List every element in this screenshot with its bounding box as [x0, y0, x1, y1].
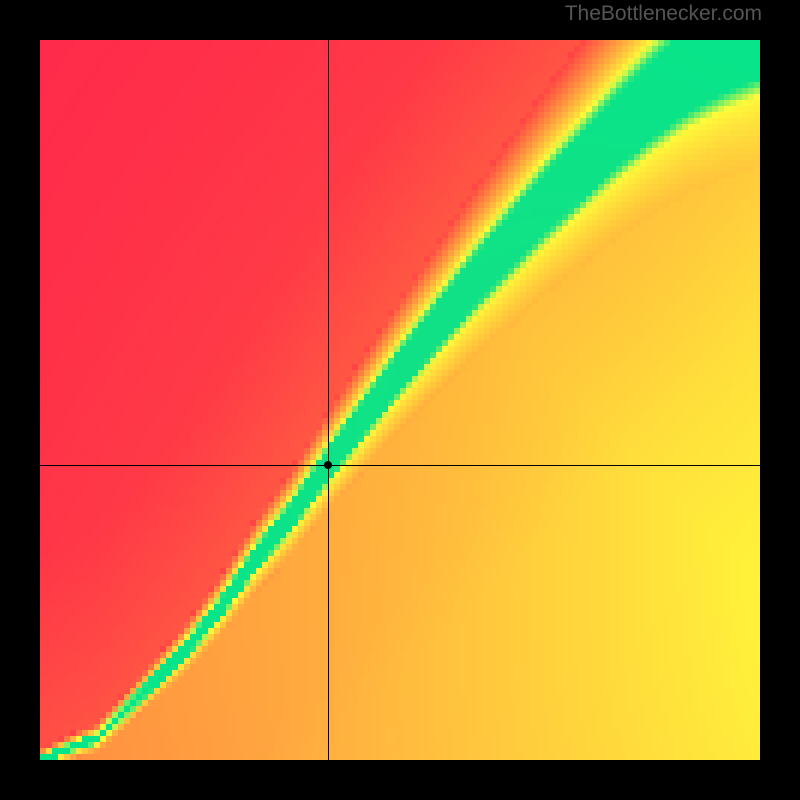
- crosshair-vertical: [328, 40, 329, 760]
- marker-dot: [324, 461, 332, 469]
- crosshair-horizontal: [40, 465, 760, 466]
- heatmap-canvas: [40, 40, 760, 760]
- attribution-text: TheBottlenecker.com: [565, 2, 762, 26]
- plot-area: [40, 40, 760, 760]
- chart-container: TheBottlenecker.com: [0, 0, 800, 800]
